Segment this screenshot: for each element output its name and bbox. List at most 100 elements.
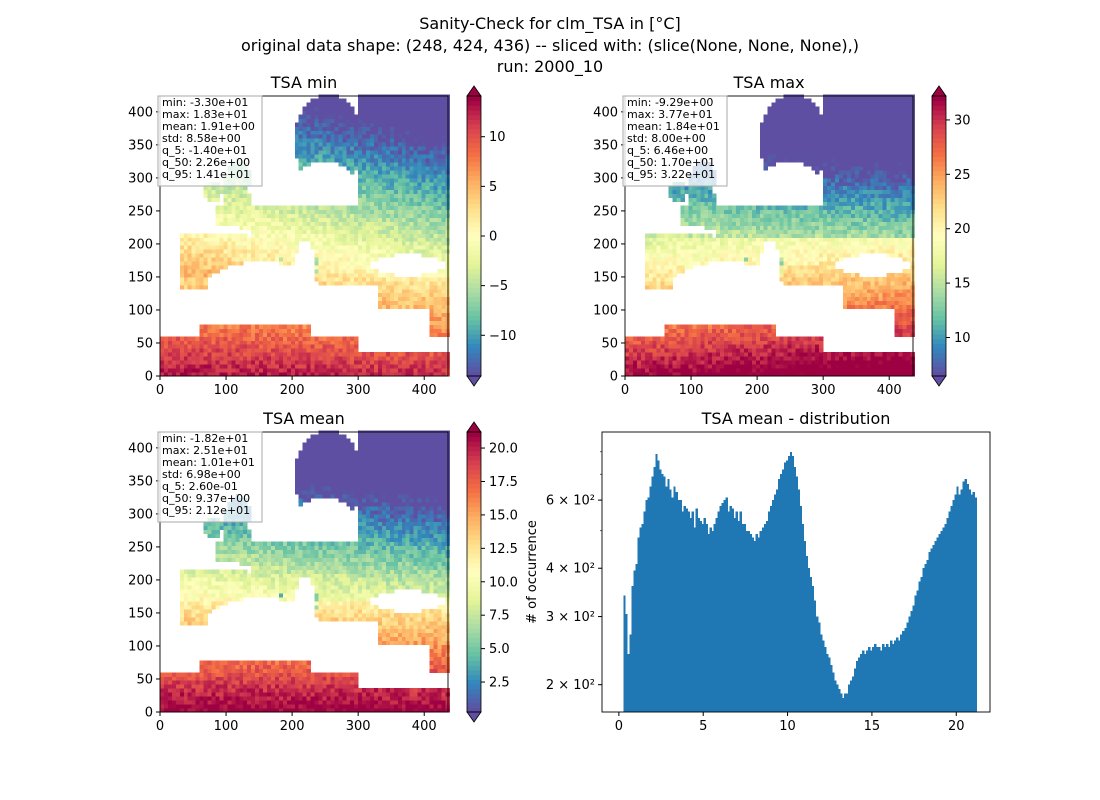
colorbar-segment	[467, 516, 481, 522]
stat-line: q_95: 2.12e+01	[162, 504, 250, 517]
colorbar-segment	[467, 450, 481, 456]
x-tick-label: 15	[864, 719, 881, 734]
panel-title: TSA min	[270, 73, 337, 92]
colorbar-segment	[467, 226, 481, 232]
colorbar-segment	[467, 184, 481, 190]
colorbar-segment	[467, 600, 481, 606]
colorbar-segment	[932, 189, 946, 195]
x-tick-label: 200	[745, 383, 770, 398]
histogram-bar	[872, 647, 875, 712]
histogram-bar	[823, 647, 827, 712]
colorbar-segment	[467, 166, 481, 172]
colorbar-segment	[467, 371, 481, 377]
colorbar-segment	[467, 623, 481, 629]
colorbar-segment	[932, 371, 946, 377]
histogram-bar	[803, 541, 807, 712]
histogram-bar	[821, 640, 825, 712]
histogram-bar	[813, 600, 817, 712]
histogram-bar	[651, 476, 654, 712]
colorbar-segment	[467, 539, 481, 545]
colorbar-extend-min	[931, 375, 947, 387]
colorbar-tick-label: 5	[489, 180, 497, 195]
histogram-bar	[930, 548, 933, 712]
colorbar-segment	[932, 273, 946, 279]
y-axis-label: # of occurrence	[525, 520, 540, 624]
histogram-bar	[880, 650, 883, 712]
colorbar-segment	[467, 511, 481, 517]
histogram-bar	[952, 500, 955, 712]
histogram-bar	[805, 556, 809, 712]
colorbar-segment	[467, 702, 481, 708]
histogram-bar	[699, 520, 702, 712]
x-tick-label: 0	[615, 719, 623, 734]
suptitle: Sanity-Check for clm_TSA in [°C] origina…	[241, 14, 859, 77]
colorbar-segment	[932, 296, 946, 302]
histogram-bar	[807, 568, 811, 712]
colorbar-segment	[467, 133, 481, 139]
histogram-bar	[934, 541, 937, 712]
colorbar-segment	[467, 618, 481, 624]
histogram-bar	[659, 469, 662, 712]
colorbar-segment	[932, 282, 946, 288]
suptitle-line-2: original data shape: (248, 424, 436) -- …	[241, 36, 859, 55]
colorbar-segment	[932, 184, 946, 190]
histogram-bar	[627, 654, 630, 712]
colorbar-segment	[467, 240, 481, 246]
histogram-bar	[799, 505, 803, 712]
colorbar-segment	[932, 320, 946, 326]
histogram-bar	[850, 680, 853, 712]
x-tick-label: 300	[811, 383, 836, 398]
x-tick-label: 400	[877, 383, 902, 398]
colorbar-segment	[467, 128, 481, 134]
histogram-bar	[900, 634, 903, 712]
colorbar-segment	[932, 301, 946, 307]
colorbar-segment	[467, 688, 481, 694]
colorbar-segment	[467, 198, 481, 204]
colorbar-segment	[467, 105, 481, 111]
x-tick-label: 0	[156, 383, 164, 398]
colorbar-segment	[932, 310, 946, 316]
histogram-bar	[918, 581, 921, 712]
colorbar-segment	[467, 483, 481, 489]
colorbar-segment	[467, 147, 481, 153]
stat-line: q_50: 2.26e+00	[162, 156, 250, 169]
colorbar-tick-label: 10	[954, 331, 971, 346]
colorbar-segment	[932, 217, 946, 223]
colorbar-segment	[467, 698, 481, 704]
histogram-bar	[956, 486, 959, 712]
histogram-bar	[896, 637, 899, 712]
histogram-bar	[775, 489, 779, 712]
histogram-bar	[916, 590, 919, 712]
colorbar-segment	[467, 497, 481, 503]
histogram-bar	[731, 508, 734, 712]
histogram-bar	[711, 530, 714, 712]
colorbar-segment	[467, 222, 481, 228]
colorbar-segment	[932, 119, 946, 125]
colorbar-segment	[467, 329, 481, 335]
histogram-bars	[623, 451, 977, 712]
stat-line: std: 8.58e+00	[162, 132, 241, 145]
histogram-bar	[858, 657, 861, 712]
colorbar-segment	[932, 138, 946, 144]
colorbar-segment	[467, 352, 481, 358]
colorbar-segment	[467, 170, 481, 176]
colorbar-segment	[932, 352, 946, 358]
colorbar-segment	[932, 343, 946, 349]
colorbar-segment	[932, 259, 946, 265]
histogram-bar	[755, 534, 759, 712]
histogram-bar	[759, 530, 763, 712]
colorbar-segment	[467, 665, 481, 671]
heatmap-cells	[625, 94, 915, 377]
y-tick-label: 100	[128, 303, 153, 318]
histogram-bar	[870, 650, 873, 712]
y-tick-label: 400	[593, 105, 618, 120]
histogram-bar	[827, 657, 831, 712]
histogram-bar	[834, 680, 837, 712]
histogram-bar	[924, 564, 927, 712]
stats-box-background	[157, 95, 263, 187]
histogram-bar	[739, 511, 742, 712]
colorbar-segment	[932, 324, 946, 330]
y-tick-label: 0	[610, 370, 618, 385]
colorbar-segment	[467, 441, 481, 447]
histogram-bar	[856, 661, 859, 712]
